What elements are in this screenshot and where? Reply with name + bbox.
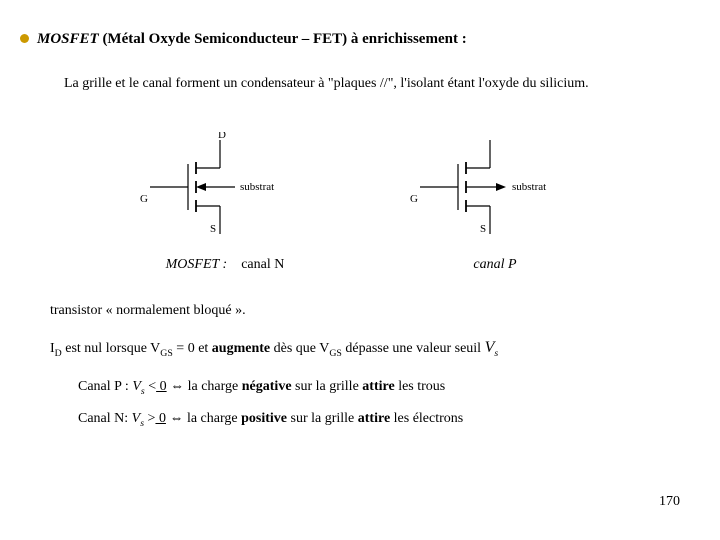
label-substrat: substrat bbox=[240, 181, 274, 193]
t: sur la grille bbox=[287, 411, 358, 426]
t: D bbox=[55, 348, 62, 359]
caption-nmos: MOSFET : canal N bbox=[140, 257, 310, 273]
intro-text: La grille et le canal forment un condens… bbox=[64, 76, 700, 92]
page-number: 170 bbox=[659, 494, 680, 510]
t: V bbox=[132, 379, 141, 394]
t: sur la grille bbox=[292, 379, 363, 394]
t: s bbox=[494, 348, 498, 359]
t: est nul lorsque V bbox=[62, 341, 161, 356]
label-g: G bbox=[140, 193, 148, 205]
id-line: ID est nul lorsque VGS = 0 et augmente d… bbox=[50, 339, 700, 359]
t: négative bbox=[242, 379, 292, 394]
t: GS bbox=[329, 348, 342, 359]
t: ⇔ bbox=[167, 379, 188, 394]
t: ⇔ bbox=[166, 411, 187, 426]
t: = 0 et bbox=[173, 341, 212, 356]
t: augmente bbox=[212, 341, 270, 356]
t: les trous bbox=[395, 379, 446, 394]
caption-label-n: canal N bbox=[241, 257, 284, 272]
t: < bbox=[145, 379, 156, 394]
label-s: S bbox=[210, 223, 216, 235]
section-title: MOSFET (Métal Oxyde Semiconducteur – FET… bbox=[37, 31, 467, 48]
caption-label-p: canal P bbox=[473, 257, 516, 272]
label-s-p: S bbox=[480, 223, 486, 235]
t: attire bbox=[362, 379, 394, 394]
t: attire bbox=[358, 411, 390, 426]
label-g-p: G bbox=[410, 193, 418, 205]
t: les électrons bbox=[390, 411, 463, 426]
caption-prefix: MOSFET : bbox=[166, 257, 228, 272]
t: Canal P : bbox=[78, 379, 132, 394]
blocked-line: transistor « normalement bloqué ». bbox=[50, 303, 700, 319]
caption-pmos: canal P bbox=[410, 257, 580, 273]
label-substrat-p: substrat bbox=[512, 181, 546, 193]
t: dès que V bbox=[270, 341, 329, 356]
t: GS bbox=[160, 348, 173, 359]
title-rest: (Métal Oxyde Semiconducteur – FET) à enr… bbox=[99, 31, 467, 47]
canal-p-line: Canal P : Vs < 0 ⇔ la charge négative su… bbox=[78, 379, 700, 397]
bullet-icon bbox=[20, 34, 29, 43]
diagram-pmos: G S substrat canal P bbox=[410, 132, 580, 273]
title-row: MOSFET (Métal Oxyde Semiconducteur – FET… bbox=[20, 30, 700, 48]
page-content: MOSFET (Métal Oxyde Semiconducteur – FET… bbox=[0, 0, 720, 462]
t: dépasse une valeur seuil bbox=[342, 341, 485, 356]
diagram-nmos: D G S substrat MOSFET : canal N bbox=[140, 132, 310, 273]
diagrams-row: D G S substrat MOSFET : canal N bbox=[20, 132, 700, 273]
t: V bbox=[132, 411, 141, 426]
pmos-symbol: G S substrat bbox=[410, 132, 580, 242]
nmos-symbol: D G S substrat bbox=[140, 132, 310, 242]
title-lead: MOSFET bbox=[37, 31, 99, 47]
t: la charge bbox=[188, 379, 242, 394]
t: positive bbox=[241, 411, 287, 426]
t: 0 bbox=[155, 411, 166, 426]
t: > bbox=[144, 411, 155, 426]
t: la charge bbox=[187, 411, 241, 426]
label-d: D bbox=[218, 132, 226, 141]
t: Canal N: bbox=[78, 411, 132, 426]
t: 0 bbox=[156, 379, 167, 394]
t: V bbox=[485, 339, 495, 356]
canal-n-line: Canal N: Vs > 0 ⇔ la charge positive sur… bbox=[78, 411, 700, 429]
